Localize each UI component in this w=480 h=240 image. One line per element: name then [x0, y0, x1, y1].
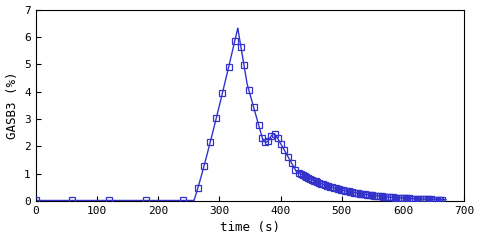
Y-axis label: GASB3 (%): GASB3 (%): [6, 72, 19, 139]
X-axis label: time (s): time (s): [220, 222, 280, 234]
